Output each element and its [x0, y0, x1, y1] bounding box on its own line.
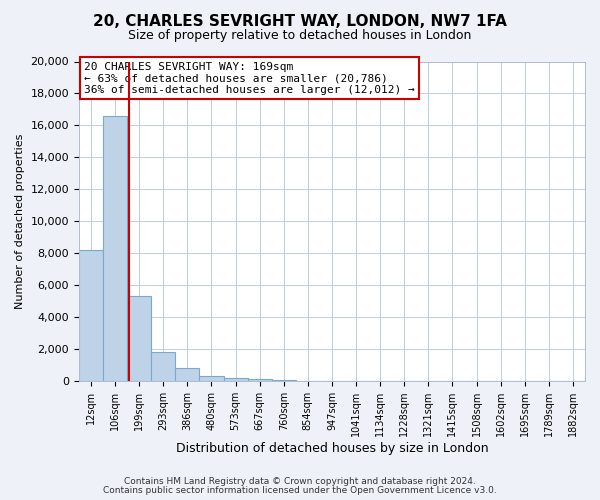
- Text: Contains public sector information licensed under the Open Government Licence v3: Contains public sector information licen…: [103, 486, 497, 495]
- Bar: [272, 380, 296, 381]
- Bar: [199, 376, 224, 381]
- X-axis label: Distribution of detached houses by size in London: Distribution of detached houses by size …: [176, 442, 488, 455]
- Bar: [248, 379, 272, 381]
- Bar: [224, 378, 248, 381]
- Text: Contains HM Land Registry data © Crown copyright and database right 2024.: Contains HM Land Registry data © Crown c…: [124, 477, 476, 486]
- Bar: [127, 296, 151, 381]
- Text: Size of property relative to detached houses in London: Size of property relative to detached ho…: [128, 29, 472, 42]
- Text: 20 CHARLES SEVRIGHT WAY: 169sqm
← 63% of detached houses are smaller (20,786)
36: 20 CHARLES SEVRIGHT WAY: 169sqm ← 63% of…: [84, 62, 415, 94]
- Bar: [103, 116, 127, 381]
- Bar: [79, 250, 103, 381]
- Bar: [175, 368, 199, 381]
- Text: 20, CHARLES SEVRIGHT WAY, LONDON, NW7 1FA: 20, CHARLES SEVRIGHT WAY, LONDON, NW7 1F…: [93, 14, 507, 29]
- Bar: [151, 352, 175, 381]
- Y-axis label: Number of detached properties: Number of detached properties: [15, 134, 25, 309]
